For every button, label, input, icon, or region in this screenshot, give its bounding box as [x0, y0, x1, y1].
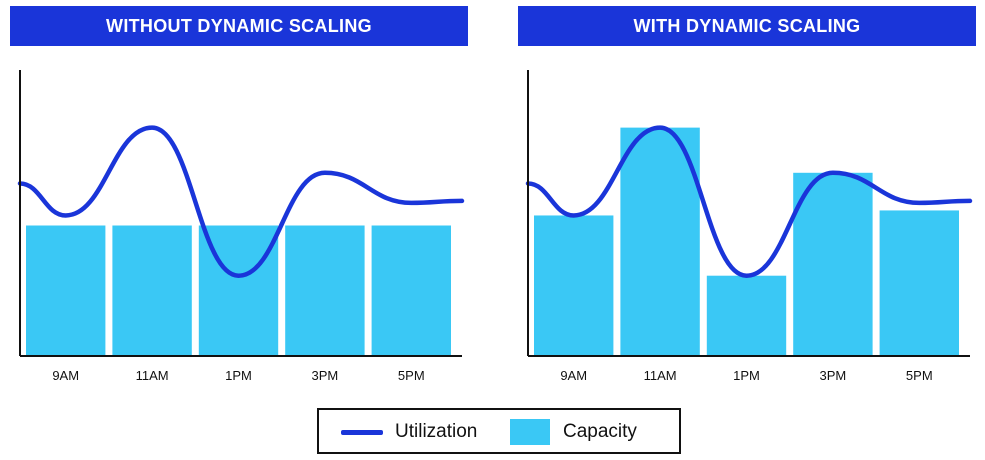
- left-capacity-bar: [371, 225, 451, 355]
- right-capacity-bar: [879, 210, 959, 355]
- capacity-legend-swatch: [510, 419, 550, 445]
- right-chart-title: WITH DYNAMIC SCALING: [518, 6, 976, 46]
- left-capacity-bar: [26, 225, 106, 355]
- left-tick-label: 11AM: [136, 368, 169, 383]
- left-capacity-bar: [112, 225, 192, 355]
- left-tick-label: 9AM: [52, 368, 79, 383]
- left-capacity-bar: [285, 225, 365, 355]
- right-tick-label: 11AM: [644, 368, 677, 383]
- right-tick-label: 1PM: [733, 368, 760, 383]
- right-utilization-line: [525, 125, 973, 278]
- right-tick-label: 9AM: [560, 368, 587, 383]
- utilization-legend-label: Utilization: [395, 421, 478, 442]
- right-capacity-bar: [620, 127, 700, 355]
- left-utilization-line: [17, 125, 465, 278]
- right-tick-label: 5PM: [906, 368, 933, 383]
- capacity-legend-label: Capacity: [563, 421, 637, 442]
- left-tick-label: 5PM: [398, 368, 425, 383]
- legend: Utilization Capacity: [317, 408, 681, 454]
- left-tick-label: 3PM: [312, 368, 339, 383]
- left-tick-label: 1PM: [225, 368, 252, 383]
- right-capacity-bar: [706, 275, 787, 355]
- right-tick-label: 3PM: [820, 368, 847, 383]
- right-capacity-bar: [793, 172, 873, 355]
- left-chart-title: WITHOUT DYNAMIC SCALING: [10, 6, 468, 46]
- utilization-legend-swatch: [341, 430, 383, 435]
- charts-canvas: 9AM 11AM 1PM 3PM 5PM 9AM 11AM 1PM 3PM 5PM: [17, 70, 973, 383]
- right-capacity-bar: [534, 215, 614, 355]
